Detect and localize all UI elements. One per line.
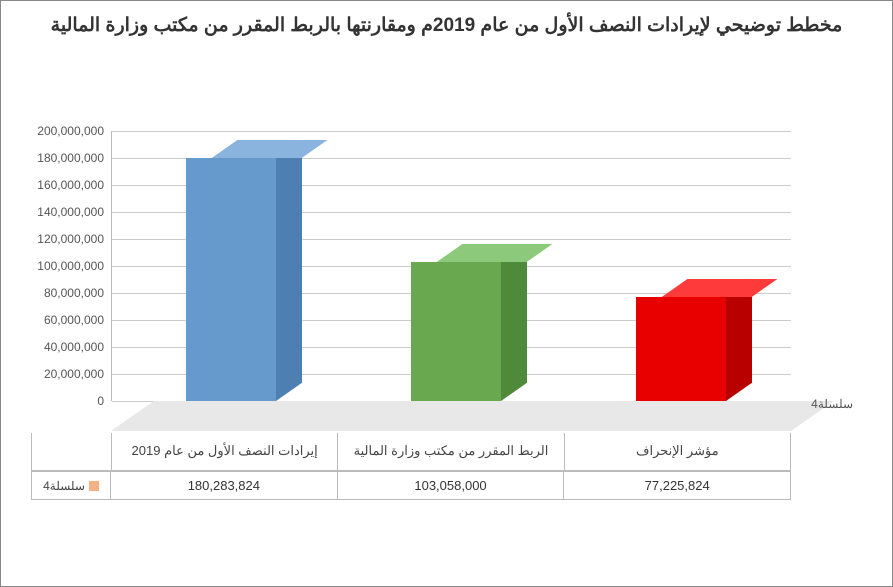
y-tick-label: 0	[97, 394, 104, 408]
bar-top	[212, 140, 328, 158]
y-tick-label: 40,000,000	[44, 340, 104, 354]
y-tick-label: 140,000,000	[37, 205, 104, 219]
plot-area: 020,000,00040,000,00060,000,00080,000,00…	[111, 131, 791, 431]
series-legend-cell: سلسلة4	[31, 472, 111, 500]
x-axis-row: إيرادات النصف الأول من عام 2019الربط الم…	[31, 433, 791, 471]
category-label: مؤشر الإنحراف	[565, 433, 791, 471]
y-tick-label: 20,000,000	[44, 367, 104, 381]
category-label: الربط المقرر من مكتب وزارة المالية	[338, 433, 564, 471]
y-tick-label: 160,000,000	[37, 178, 104, 192]
value-cell: 103,058,000	[338, 472, 565, 500]
data-table: سلسلة4 180,283,824103,058,00077,225,824	[31, 471, 791, 500]
bar-front	[636, 297, 726, 401]
y-tick-label: 180,000,000	[37, 151, 104, 165]
bar-top	[437, 244, 553, 262]
bar-front	[186, 158, 276, 401]
chart-container: مخطط توضيحي لإيرادات النصف الأول من عام …	[0, 0, 893, 587]
y-tick-label: 60,000,000	[44, 313, 104, 327]
depth-axis-label: سلسلة4	[811, 397, 853, 411]
chart-title: مخطط توضيحي لإيرادات النصف الأول من عام …	[1, 1, 892, 46]
bars-group	[111, 131, 791, 401]
y-tick-label: 100,000,000	[37, 259, 104, 273]
y-tick-label: 200,000,000	[37, 124, 104, 138]
category-label: إيرادات النصف الأول من عام 2019	[111, 433, 338, 471]
value-cell: 77,225,824	[564, 472, 791, 500]
bar	[186, 158, 276, 401]
legend-swatch-icon	[89, 481, 99, 491]
bar	[636, 297, 726, 401]
data-cells: 180,283,824103,058,00077,225,824	[111, 472, 791, 500]
chart-floor-surface	[111, 401, 834, 431]
value-cell: 180,283,824	[111, 472, 338, 500]
bar-side	[276, 139, 302, 401]
x-axis-labels: إيرادات النصف الأول من عام 2019الربط الم…	[111, 433, 791, 471]
chart-floor	[111, 401, 791, 431]
y-tick-label: 120,000,000	[37, 232, 104, 246]
bar-top	[662, 279, 778, 297]
x-axis-spacer	[31, 433, 111, 471]
bar-front	[411, 262, 501, 401]
series-name-label: سلسلة4	[43, 479, 85, 493]
y-tick-label: 80,000,000	[44, 286, 104, 300]
bar	[411, 262, 501, 401]
bar-side	[501, 244, 527, 401]
